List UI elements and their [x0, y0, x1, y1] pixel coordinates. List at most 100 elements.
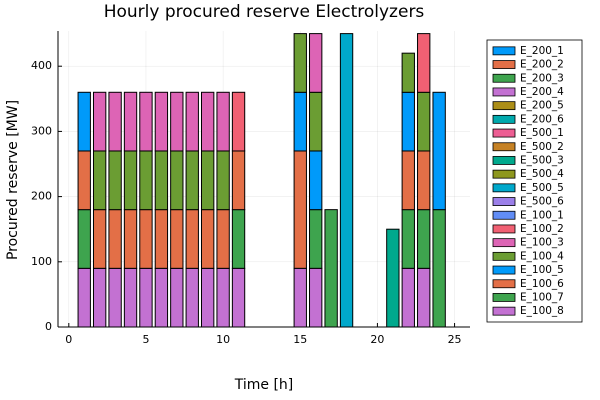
legend-label: E_200_3 — [520, 72, 564, 84]
bar-segment — [432, 91, 446, 211]
bar-segment — [216, 209, 230, 269]
bar-segment — [417, 209, 431, 269]
bar-segment — [92, 150, 107, 211]
bar-segment — [77, 150, 91, 211]
x-axis-label: Time [h] — [234, 377, 294, 393]
bar-segment — [309, 33, 323, 93]
bar-segment — [231, 209, 246, 269]
bar-segment — [293, 267, 307, 328]
bar-segment — [432, 209, 446, 328]
legend-swatch — [492, 265, 516, 275]
bar-segment — [201, 267, 215, 328]
bar-segment — [154, 267, 169, 328]
bar-segment — [216, 267, 230, 328]
legend-label: E_100_7 — [520, 291, 564, 303]
bar-segment — [77, 267, 91, 328]
y-tick-label: 300 — [31, 124, 52, 137]
bar-segment — [170, 91, 184, 152]
legend-swatch — [492, 210, 516, 220]
legend-swatch — [492, 46, 516, 56]
bar-segment — [185, 91, 199, 152]
bar-segment — [92, 209, 107, 269]
legend-label: E_500_3 — [520, 154, 564, 166]
bar-segment — [170, 267, 184, 328]
y-tick-label: 100 — [31, 255, 52, 268]
bar-segment — [401, 150, 415, 211]
legend-label: E_500_6 — [520, 196, 564, 208]
bar-segment — [401, 267, 415, 328]
bar-segment — [417, 150, 431, 211]
bar-segment — [185, 150, 199, 211]
legend-label: E_100_3 — [520, 237, 564, 249]
bar-segment — [92, 267, 107, 328]
y-tick-label: 400 — [31, 59, 52, 72]
legend-swatch — [492, 87, 516, 97]
x-tick-label: 20 — [370, 333, 384, 346]
bar-segment — [139, 267, 153, 328]
bar-segment — [77, 209, 91, 269]
bar-segment — [108, 150, 122, 211]
bar-segment — [185, 267, 199, 328]
bar-segment — [123, 267, 138, 328]
x-tick-label: 0 — [65, 333, 72, 346]
legend-swatch — [492, 306, 516, 316]
bar-segment — [401, 209, 415, 269]
bar-segment — [123, 150, 138, 211]
bar-segment — [108, 209, 122, 269]
y-tick-label: 200 — [31, 190, 52, 203]
legend-swatch — [492, 251, 516, 261]
legend-label: E_200_6 — [520, 113, 564, 125]
x-tick-label: 15 — [293, 333, 307, 346]
legend-label: E_500_2 — [520, 141, 564, 153]
legend-swatch — [492, 224, 516, 234]
bar-segment — [324, 209, 338, 328]
bar-segment — [309, 267, 323, 328]
bar-segment — [92, 91, 107, 152]
y-axis-label: Procured reserve [MW] — [5, 100, 21, 260]
bar-segment — [231, 91, 246, 152]
bar-segment — [417, 91, 431, 152]
legend-swatch — [492, 142, 516, 152]
bar-segment — [309, 91, 323, 152]
legend-swatch — [492, 183, 516, 193]
bar-segment — [293, 91, 307, 152]
legend-swatch — [492, 114, 516, 124]
legend-swatch — [492, 128, 516, 138]
legend-swatch — [492, 73, 516, 83]
legend-label: E_100_6 — [520, 278, 564, 290]
bar-segment — [201, 91, 215, 152]
bar-segment — [139, 91, 153, 152]
bar-segment — [216, 91, 230, 152]
legend-swatch — [492, 293, 516, 302]
legend-swatch — [492, 60, 516, 69]
bar-segment — [417, 33, 431, 93]
bar-segment — [293, 150, 307, 269]
x-tick-label: 25 — [448, 333, 462, 346]
bar-segment — [154, 91, 169, 152]
y-tick-label: 0 — [45, 320, 52, 333]
bar-segment — [108, 267, 122, 328]
bar-segment — [154, 150, 169, 211]
bar-segment — [201, 209, 215, 269]
bar-segment — [139, 209, 153, 269]
bar-segment — [201, 150, 215, 211]
legend-swatch — [492, 169, 516, 179]
legend-label: E_200_1 — [520, 45, 564, 57]
chart-title: Hourly procured reserve Electrolyzers — [104, 2, 425, 22]
legend-box — [486, 39, 583, 323]
bar-segment — [293, 33, 307, 93]
legend-swatch — [492, 197, 516, 206]
x-tick-label: 5 — [142, 333, 149, 346]
legend-label: E_200_4 — [520, 86, 564, 98]
bar-segment — [77, 91, 91, 152]
legend-label: E_500_5 — [520, 182, 564, 194]
legend-swatch — [492, 101, 516, 111]
legend-label: E_100_8 — [520, 305, 564, 317]
bar-segment — [139, 150, 153, 211]
legend-swatch — [492, 279, 516, 289]
legend-label: E_100_2 — [520, 223, 564, 235]
bar-segment — [216, 150, 230, 211]
bar-segment — [123, 91, 138, 152]
bar-segment — [108, 91, 122, 152]
